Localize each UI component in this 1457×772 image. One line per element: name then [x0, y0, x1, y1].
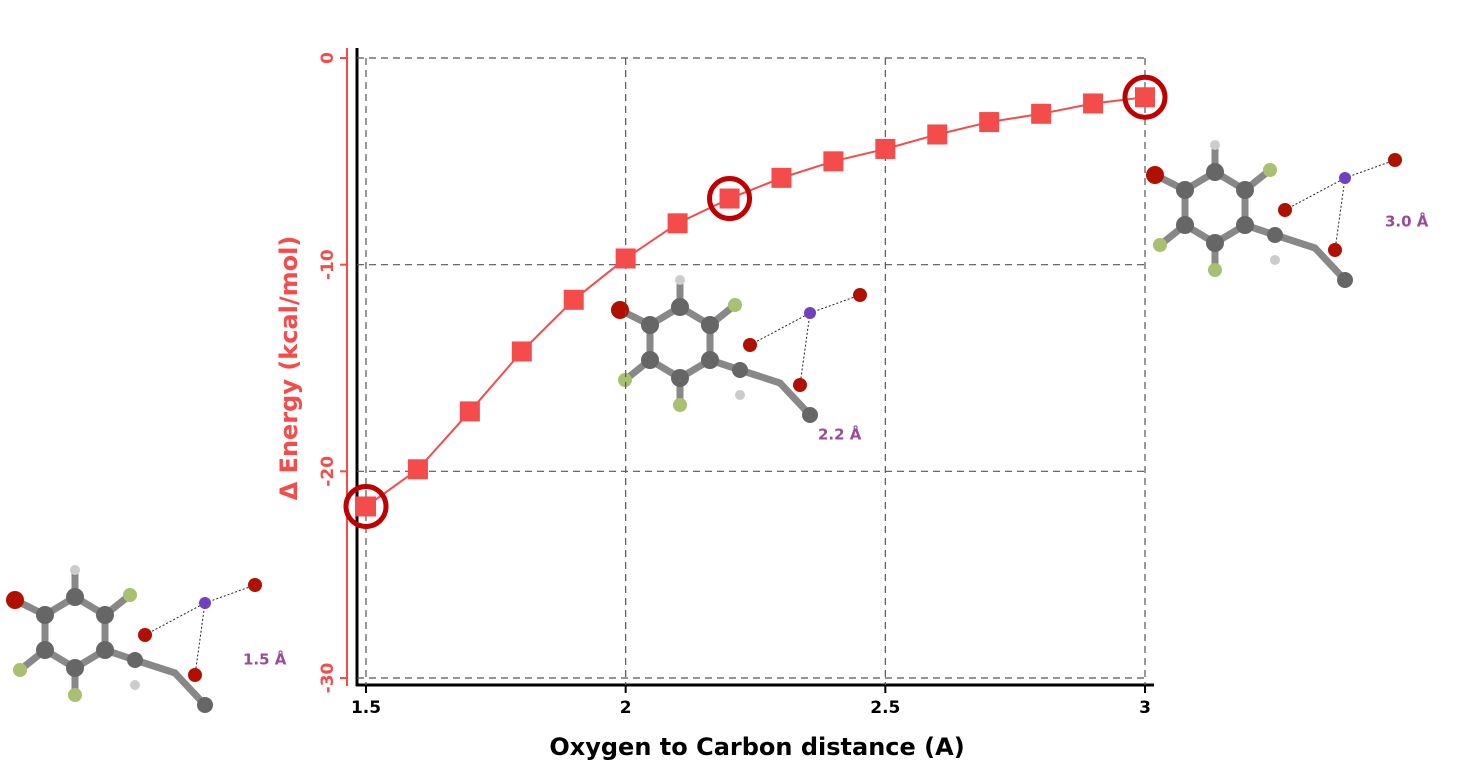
y-axis-label: Δ Energy (kcal/mol)	[275, 236, 303, 501]
molecule	[611, 275, 867, 423]
marker	[1083, 93, 1104, 114]
x-axis-label: Oxygen to Carbon distance (A)	[549, 733, 964, 761]
marker	[875, 138, 896, 159]
marker	[719, 188, 740, 209]
y-tick-label: -30	[318, 662, 338, 693]
marker	[823, 151, 844, 172]
marker	[667, 213, 688, 234]
marker	[459, 401, 480, 422]
marker	[563, 289, 584, 310]
marker	[1031, 103, 1052, 124]
marker	[511, 341, 532, 362]
x-tick-label: 2.5	[870, 698, 900, 718]
marker	[407, 459, 428, 480]
y-tick-label: -20	[318, 456, 338, 487]
annotation: 2.2 Å	[818, 425, 862, 444]
marker	[979, 112, 1000, 133]
molecule	[1146, 140, 1402, 288]
highlight-circle	[707, 176, 753, 222]
y-tick-label: -10	[318, 249, 338, 280]
highlight-circle	[343, 483, 389, 529]
marker	[615, 248, 636, 269]
marker	[356, 496, 376, 517]
marker	[771, 167, 792, 188]
marker	[1135, 87, 1155, 108]
highlight-circle	[1122, 74, 1168, 120]
annotation: 3.0 Å	[1385, 212, 1429, 231]
x-tick-label: 3	[1139, 698, 1151, 718]
molecule	[6, 565, 262, 713]
annotation: 1.5 Å	[243, 650, 287, 669]
marker	[927, 124, 948, 145]
x-tick-label: 2	[620, 698, 632, 718]
x-tick-label: 1.5	[351, 698, 381, 718]
line	[365, 96, 1146, 508]
y-tick-label: 0	[318, 52, 338, 64]
